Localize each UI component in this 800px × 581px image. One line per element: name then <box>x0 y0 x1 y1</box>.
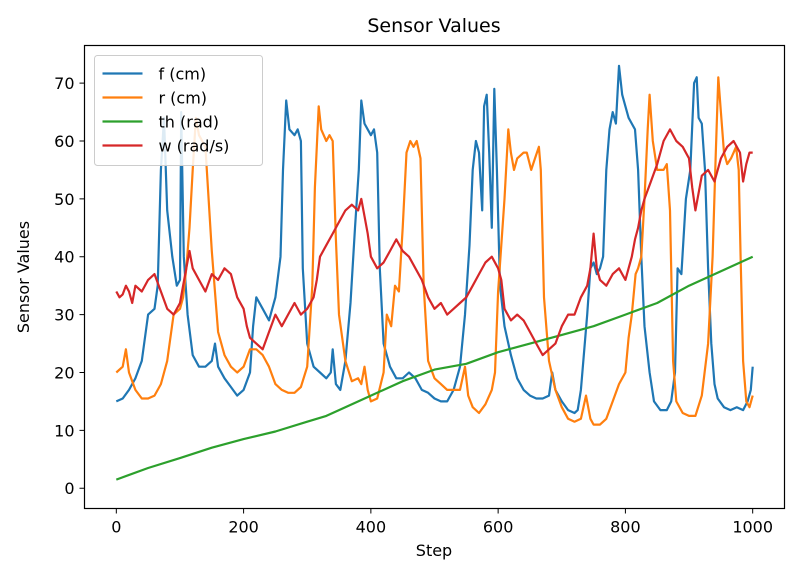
series-line-1 <box>115 76 754 426</box>
legend-label-2: th (rad) <box>159 113 220 132</box>
tick-layer: 0 200 400 600 800 1000 0 10 20 30 40 50 60 70 <box>54 74 773 536</box>
y-tick-label-6: 60 <box>54 132 74 151</box>
y-tick-label-5: 50 <box>54 190 74 209</box>
x-tick-label-5: 1000 <box>732 518 773 537</box>
y-tick-label-3: 30 <box>54 306 74 325</box>
series-line-0 <box>115 64 754 415</box>
legend: f (cm) r (cm) th (rad) w (rad/s) <box>94 55 263 166</box>
legend-label-1: r (cm) <box>159 89 208 108</box>
y-axis-label: Sensor Values <box>14 221 33 333</box>
x-tick-label-1: 200 <box>228 518 259 537</box>
plot-frame <box>83 44 786 510</box>
x-tick-label-3: 600 <box>483 518 514 537</box>
x-axis-label: Step <box>416 541 452 560</box>
y-tick-label-7: 70 <box>54 74 74 93</box>
series-line-3 <box>115 128 753 357</box>
y-tick-label-0: 0 <box>64 479 74 498</box>
series-line-2 <box>115 255 754 481</box>
y-tick-label-4: 40 <box>54 248 74 267</box>
legend-label-3: w (rad/s) <box>159 137 230 156</box>
y-tick-label-1: 10 <box>54 421 74 440</box>
series-layer <box>115 64 754 481</box>
chart-title: Sensor Values <box>367 15 500 37</box>
y-tick-label-2: 20 <box>54 363 74 382</box>
x-tick-label-2: 400 <box>356 518 387 537</box>
legend-box <box>94 55 263 166</box>
x-tick-label-0: 0 <box>111 518 121 537</box>
x-tick-label-4: 800 <box>610 518 641 537</box>
legend-label-0: f (cm) <box>159 65 207 84</box>
